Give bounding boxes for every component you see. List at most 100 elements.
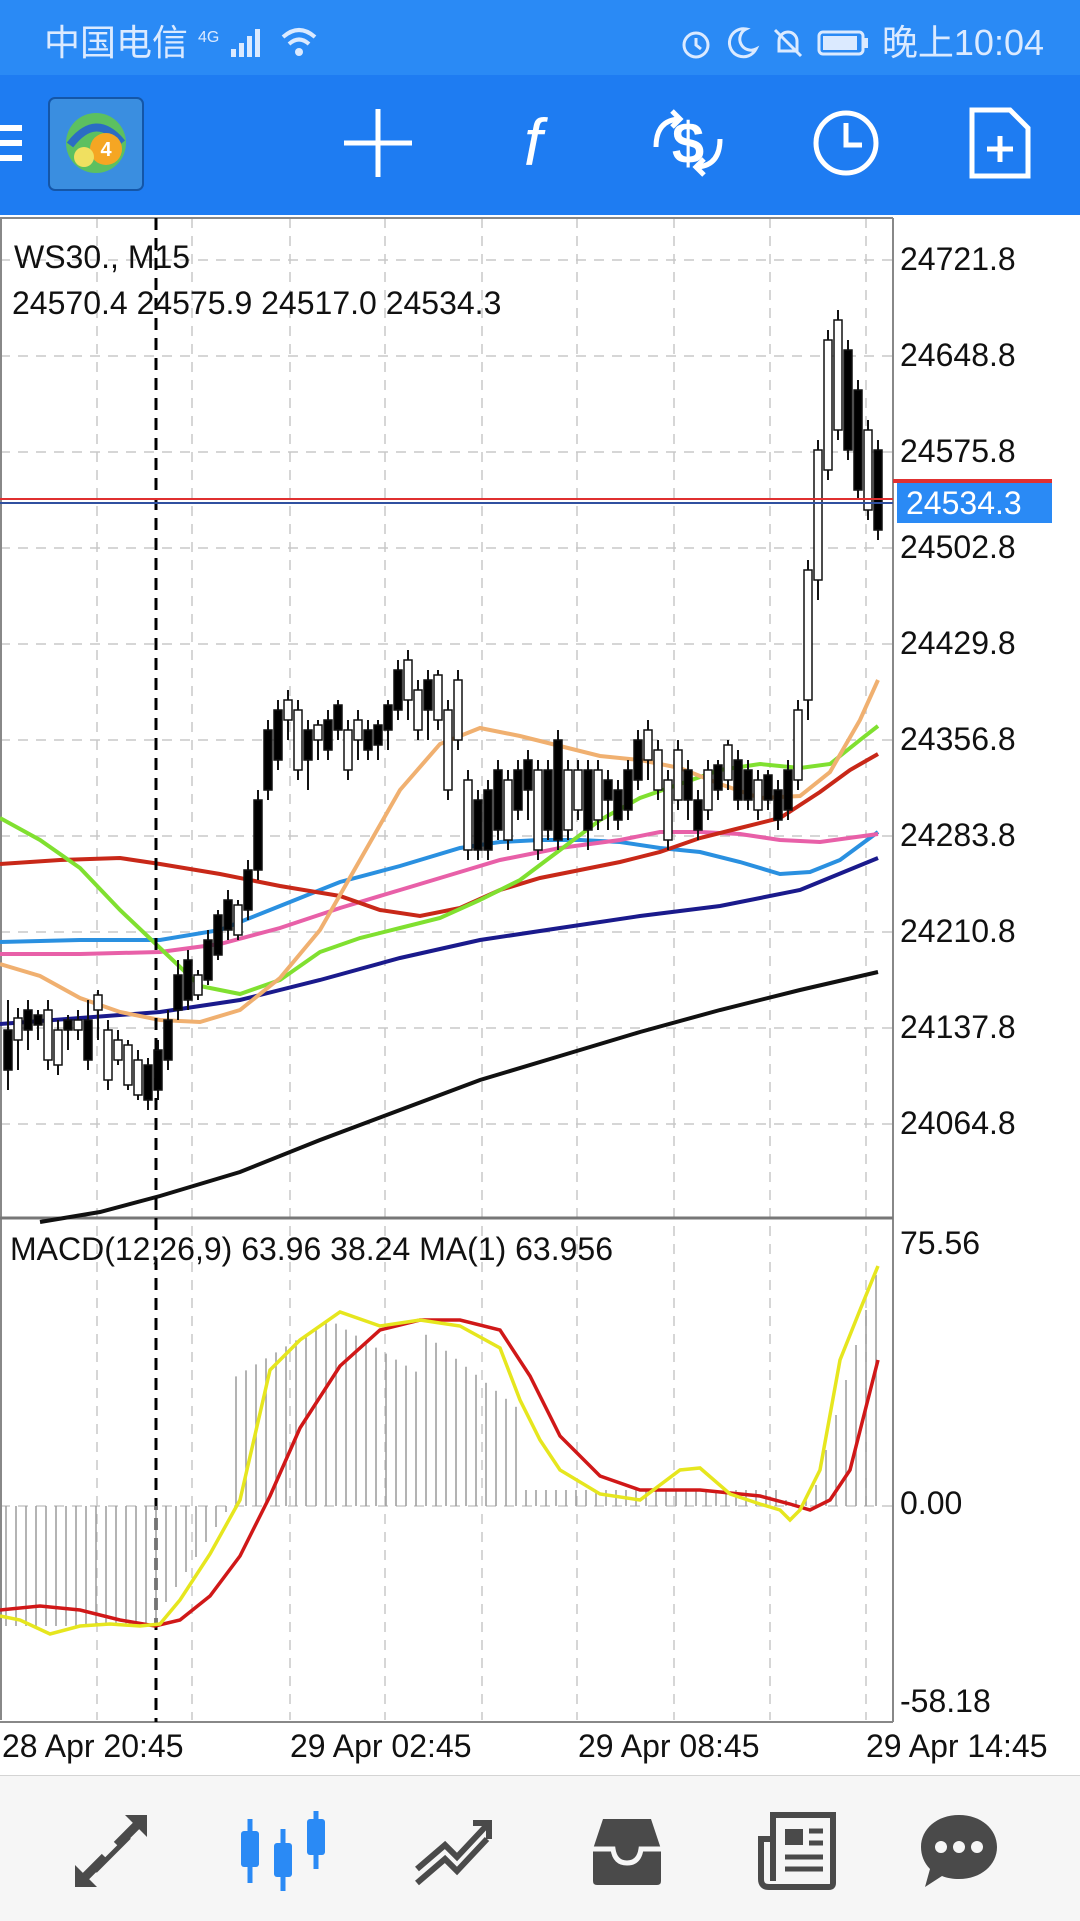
chart-icon (241, 1811, 325, 1891)
price-tick-label: 24721.8 (900, 241, 1016, 277)
candle-body (53, 1029, 63, 1066)
candle-body (463, 779, 473, 851)
period-button[interactable] (798, 95, 894, 191)
candle-body (403, 659, 413, 701)
candle-body (563, 769, 573, 831)
menu-icon (0, 125, 22, 161)
candle-body (573, 769, 583, 811)
nav-history[interactable] (582, 1806, 672, 1896)
candle-body (723, 744, 733, 781)
candle-body (763, 774, 773, 801)
candle-body (803, 569, 813, 701)
app-logo: 4 (48, 97, 144, 191)
candle-body (443, 709, 453, 791)
candle-body (373, 724, 383, 746)
candle-body (663, 779, 673, 841)
chart-area[interactable]: 24534.3 24721.8 24648.8 24575.8 24502.8 2442… (0, 215, 1080, 1770)
candle-body (623, 769, 633, 811)
clock-icon (813, 110, 879, 176)
new-document-icon (969, 107, 1031, 179)
time-axis: 28 Apr 20:45 29 Apr 02:45 29 Apr 08:45 29 A… (2, 1728, 1047, 1764)
quotes-icon (75, 1815, 147, 1887)
price-tick-label: 24064.8 (900, 1105, 1016, 1141)
status-right: 晚上10:04 (678, 14, 1044, 66)
carrier-group: 中国电信 4G (44, 14, 319, 66)
candle-body (643, 729, 653, 761)
crosshair-button[interactable] (330, 95, 426, 191)
ma-blue-line (0, 830, 880, 944)
candle-body (273, 709, 283, 761)
price-chart[interactable]: 24534.3 24721.8 24648.8 24575.8 24502.8 2442… (0, 215, 1080, 1770)
candle-body (303, 729, 313, 761)
candle-body (843, 349, 853, 451)
candle-body (233, 904, 243, 936)
candle-body (343, 729, 353, 771)
candle-body (13, 1017, 23, 1041)
clock-time: 晚上10:04 (881, 22, 1044, 63)
candle-body (483, 789, 493, 851)
candle-body (243, 869, 253, 911)
candle-body (23, 1009, 33, 1031)
candle-body (413, 689, 423, 731)
candle-body (383, 704, 393, 731)
macd-tick-label: -58.18 (900, 1683, 991, 1719)
candle-body (633, 739, 643, 781)
indicators-button[interactable]: f (485, 95, 581, 191)
candle-body (33, 1014, 43, 1026)
carrier-name: 中国电信 (44, 22, 189, 63)
candle-body (83, 1019, 93, 1061)
candle-body (223, 899, 233, 931)
menu-button[interactable] (0, 95, 40, 191)
candle-body (693, 799, 703, 831)
price-axis: 24721.8 24648.8 24575.8 24502.8 24429.8 24356… (900, 241, 1016, 1141)
candle-body (203, 939, 213, 981)
price-tick-label: 24210.8 (900, 913, 1016, 949)
candle-body (313, 724, 323, 741)
macd-label: MACD(12,26,9) 63.96 38.24 MA(1) 63.956 (10, 1231, 613, 1267)
candle-body (423, 679, 433, 711)
candle-body (743, 769, 753, 801)
candle-body (393, 669, 403, 711)
candle-body (3, 1029, 13, 1071)
app-logo-button[interactable]: 4 (48, 97, 144, 191)
price-tick-label: 24575.8 (900, 433, 1016, 469)
status-bar: 中国电信 4G 晚上10:04 (0, 0, 1080, 75)
candle-body (603, 779, 613, 801)
candle-body (263, 729, 273, 791)
new-order-button[interactable] (952, 95, 1048, 191)
candle-body (593, 769, 603, 821)
candle-body (683, 769, 693, 801)
candle-body (173, 974, 183, 1011)
trade-button[interactable]: $ (640, 95, 736, 191)
candle-body (673, 749, 683, 801)
time-tick-label: 29 Apr 14:45 (866, 1728, 1047, 1764)
current-price-box (897, 483, 1052, 523)
candle-body (73, 1019, 83, 1031)
ma-navy-line (0, 856, 879, 1026)
function-icon: f (524, 107, 549, 179)
candle-body (183, 959, 193, 1001)
candle-body (323, 719, 333, 751)
chart-toolbar: 4 f $ (0, 75, 1080, 215)
candle-body (703, 769, 713, 811)
signal-icon (231, 29, 261, 57)
nav-trade[interactable] (408, 1806, 498, 1896)
bottom-navigation (0, 1775, 1080, 1921)
time-tick-label: 28 Apr 20:45 (2, 1728, 183, 1764)
price-tick-label: 24429.8 (900, 625, 1016, 661)
candle-body (133, 1059, 143, 1096)
candle-body (853, 389, 863, 491)
candle-body (213, 914, 223, 956)
nav-chart[interactable] (238, 1806, 328, 1896)
macd-main-line (0, 1265, 880, 1636)
candle-body (103, 1029, 113, 1081)
candle-body (533, 769, 543, 851)
nav-news[interactable] (754, 1806, 844, 1896)
svg-text:f: f (524, 107, 549, 179)
nav-quotes[interactable] (66, 1806, 156, 1896)
ma-black-line (39, 970, 879, 1224)
candle-body (123, 1044, 133, 1086)
candle-body (753, 779, 763, 811)
nav-messages[interactable] (914, 1806, 1004, 1896)
ma-green-line (0, 724, 880, 997)
